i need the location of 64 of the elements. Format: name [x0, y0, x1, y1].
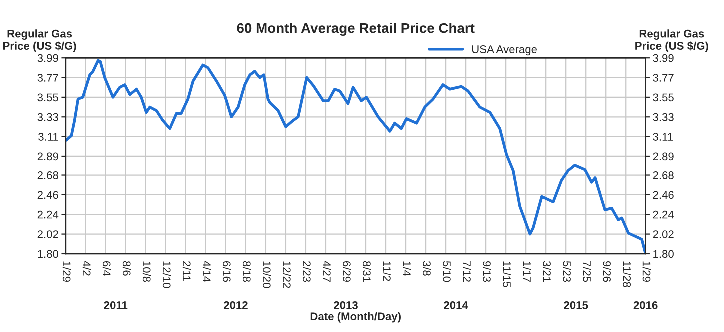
y-axis-title: Regular Gas Price (US $/G)	[3, 30, 76, 52]
y-tick-label: 2.24	[38, 210, 59, 219]
x-tick-label: 8/6	[122, 261, 132, 276]
x-tick-label: 9/26	[603, 261, 612, 282]
text: 2016	[634, 301, 658, 310]
x-tick-label: 2/11	[182, 261, 192, 282]
x-tick-label: 1/17	[523, 262, 532, 282]
x-tick-label: 12/10	[162, 262, 172, 288]
x-tick-label: 8/31	[363, 261, 372, 282]
x-tick-label: 10/20	[262, 262, 272, 288]
line-series	[66, 59, 646, 254]
text: 2014	[444, 301, 468, 310]
text: 2015	[564, 301, 588, 310]
y-tick-label: 1.80	[38, 250, 59, 258]
x-tick-label: 6/4	[102, 261, 112, 276]
y2-tick-label: 2.68	[653, 172, 674, 180]
x-tick-label: 11/15	[503, 262, 512, 288]
x-tick-label: 3/8	[423, 261, 432, 276]
legend-label: USA Average	[472, 46, 537, 56]
y-tick-label: 2.68	[38, 172, 58, 180]
x-tick-label: 1/4	[403, 262, 412, 276]
y-tick-label: 3.77	[38, 74, 58, 82]
y2-tick-label: 3.55	[653, 94, 674, 102]
x-tick-label: 5/10	[443, 261, 452, 282]
x-tick-label: 3/21	[543, 261, 552, 282]
y2-tick-label: 3.77	[653, 74, 674, 82]
y2-tick-label: 2.02	[653, 230, 674, 238]
y-tick-label: 3.99	[38, 54, 58, 62]
x-tick-label: 4/14	[202, 261, 212, 282]
y-tick-label: 3.55	[38, 94, 58, 102]
x-tick-label: 12/22	[282, 262, 292, 288]
y-tick-label: 3.11	[38, 133, 58, 141]
x-tick-label: 10/8	[142, 262, 152, 282]
text: 2013	[334, 301, 358, 310]
x-axis-title: Date (Month/Day)	[310, 312, 401, 323]
y2-tick-label: 1.80	[654, 250, 674, 258]
x-tick-label: 1/29	[62, 262, 72, 282]
y-tick-label: 3.33	[38, 113, 58, 122]
y2-tick-label: 2.24	[653, 210, 674, 219]
x-tick-label: 4/27	[323, 261, 332, 282]
x-tick-label: 2/23	[303, 261, 312, 282]
x-tick-label: 11/2	[383, 262, 392, 282]
x-tick-label: 7/12	[463, 261, 472, 282]
x-tick-label: 1/29	[642, 262, 651, 282]
x-tick-label: 11/28	[623, 262, 632, 288]
x-tick-label: 8/18	[242, 261, 252, 282]
chart-title: 60 Month Average Retail Price Chart	[237, 23, 475, 36]
y-tick-label: 2.89	[38, 152, 58, 161]
x-tick-label: 7/25	[583, 261, 592, 282]
y2-tick-label: 3.11	[653, 133, 674, 141]
x-tick-label: 9/13	[483, 261, 492, 282]
y-tick-label: 2.02	[38, 230, 58, 238]
y2-axis-title: Regular Gas Price (US $/G)	[636, 30, 708, 52]
x-tick-label: 5/23	[563, 261, 572, 282]
x-tick-label: 4/2	[82, 261, 92, 276]
text: 2011	[104, 301, 128, 310]
x-tick-label: 6/29	[343, 261, 352, 282]
y2-tick-label: 3.33	[653, 113, 674, 122]
y-tick-label: 2.46	[38, 191, 58, 200]
y2-tick-label: 3.99	[653, 54, 674, 62]
text: 2012	[224, 301, 248, 310]
x-tick-label: 6/16	[222, 261, 232, 282]
y2-tick-label: 2.89	[653, 152, 674, 161]
y2-tick-label: 2.46	[653, 191, 674, 200]
